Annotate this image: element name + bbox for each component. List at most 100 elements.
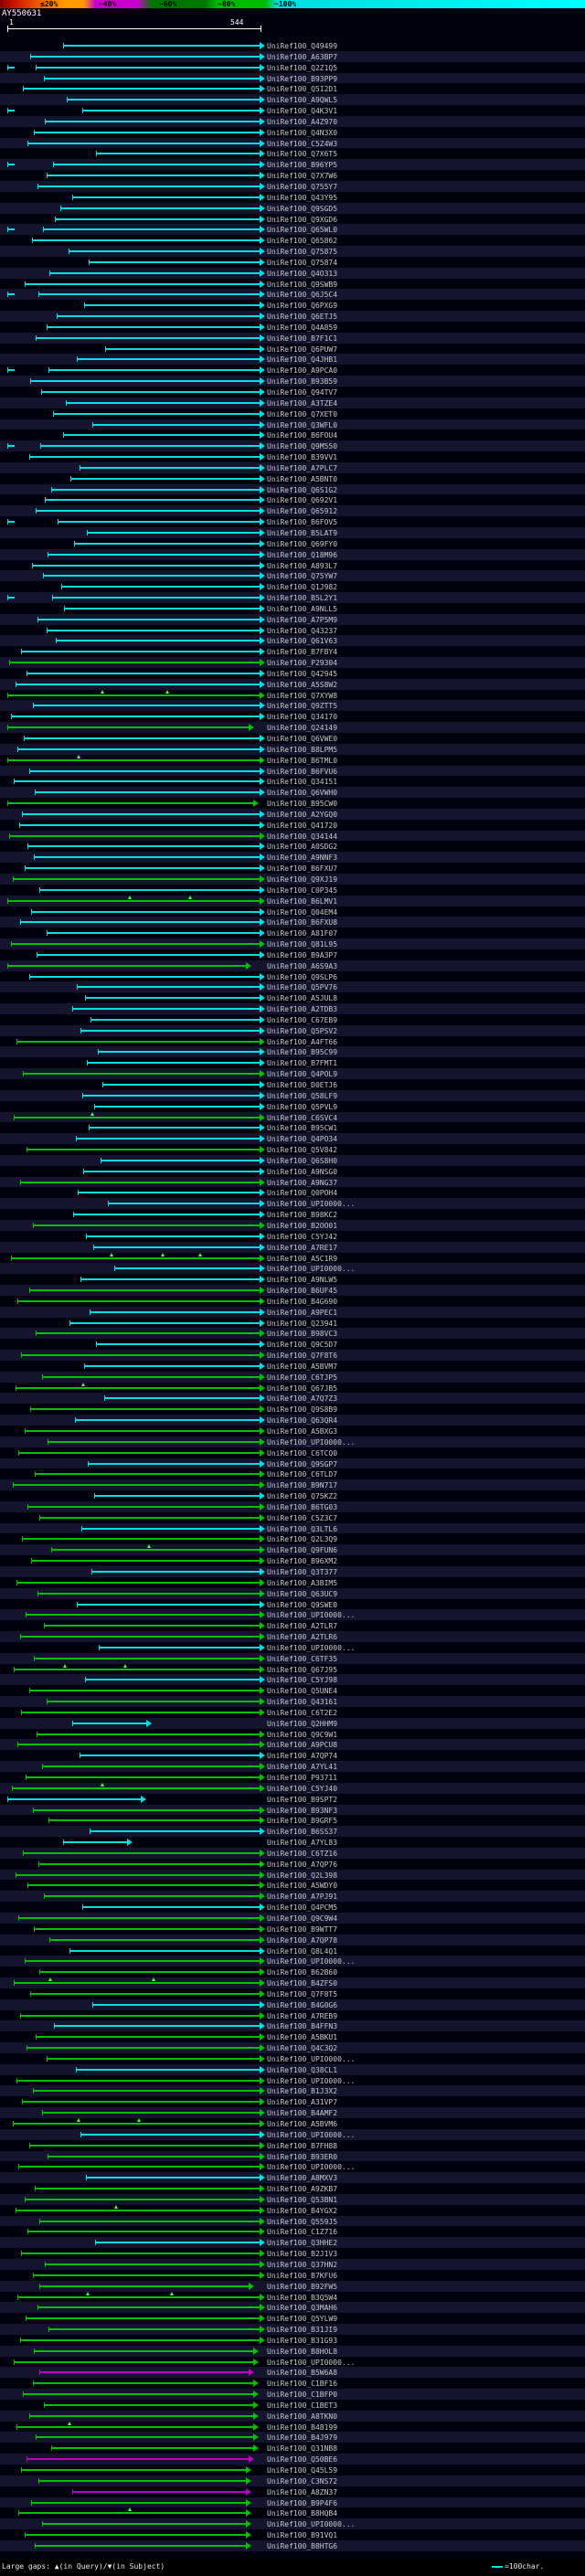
hit-bar[interactable] (86, 2177, 261, 2179)
hit-bar[interactable] (76, 2068, 261, 2071)
hit-bar[interactable] (31, 910, 261, 913)
hit-label[interactable]: UniRef100_Q9XGD6 (267, 215, 338, 224)
hit-bar[interactable] (48, 1819, 261, 1822)
hit-bar[interactable] (14, 1116, 261, 1118)
hit-label[interactable]: UniRef100_B9N717 (267, 1481, 338, 1490)
hit-bar[interactable] (37, 1733, 261, 1735)
hit-label[interactable]: UniRef100_Q6VWH0 (267, 789, 338, 798)
hit-bar[interactable] (39, 1971, 261, 1974)
hit-bar[interactable] (45, 120, 261, 122)
hit-bar[interactable] (31, 1560, 261, 1563)
hit-label[interactable]: UniRef100_B6FOU4 (267, 431, 338, 440)
hit-bar[interactable] (16, 1040, 261, 1043)
hit-label[interactable]: UniRef100_C3NS72 (267, 2476, 338, 2486)
hit-bar[interactable] (37, 618, 261, 620)
hit-bar[interactable] (44, 499, 261, 502)
hit-label[interactable]: UniRef100_B95CW0 (267, 800, 338, 809)
hit-bar[interactable] (16, 1581, 261, 1584)
hit-label[interactable]: UniRef100_Q7XET0 (267, 409, 338, 419)
hit-bar[interactable] (62, 434, 261, 437)
hit-label[interactable]: UniRef100_Q692V1 (267, 496, 338, 505)
hit-label[interactable]: UniRef100_B39VV1 (267, 453, 338, 462)
hit-bar[interactable] (19, 823, 261, 826)
hit-label[interactable]: UniRef100_B8HTG6 (267, 2541, 338, 2550)
hit-label[interactable]: UniRef100_B8HOL8 (267, 2347, 338, 2356)
hit-bar[interactable] (16, 2295, 261, 2298)
hit-label[interactable]: UniRef100_B31JI9 (267, 2326, 338, 2335)
hit-label[interactable]: UniRef100_A7PJ91 (267, 1892, 338, 1902)
hit-bar[interactable] (19, 1181, 261, 1183)
hit-label[interactable]: UniRef100_Q3T377 (267, 1567, 338, 1576)
hit-label[interactable]: UniRef100_A7QP74 (267, 1752, 338, 1761)
hit-label[interactable]: UniRef100_Q9SGP7 (267, 1459, 338, 1468)
hit-label[interactable]: UniRef100_Q2L3Q9 (267, 1535, 338, 1544)
hit-label[interactable]: UniRef100_UPI0000... (267, 2520, 356, 2529)
hit-label[interactable]: UniRef100_A9QWL5 (267, 96, 338, 105)
hit-bar[interactable] (68, 250, 261, 253)
hit-label[interactable]: UniRef100_Q9SWE0 (267, 1600, 338, 1609)
hit-label[interactable]: UniRef100_Q4O313 (267, 269, 338, 278)
hit-label[interactable]: UniRef100_A9PCU8 (267, 1741, 338, 1750)
hit-bar[interactable] (41, 1765, 261, 1768)
hit-label[interactable]: UniRef100_B6FVU6 (267, 767, 338, 776)
hit-bar[interactable] (35, 336, 261, 339)
hit-bar[interactable] (35, 2544, 248, 2547)
hit-bar[interactable] (90, 1310, 261, 1313)
hit-bar[interactable] (16, 2079, 261, 2082)
hit-bar[interactable] (79, 466, 261, 469)
hit-bar[interactable] (7, 802, 254, 805)
hit-bar[interactable] (88, 1462, 261, 1465)
hit-bar[interactable] (35, 1473, 261, 1476)
hit-bar[interactable] (16, 2425, 254, 2428)
hit-label[interactable]: UniRef100_B7KFU6 (267, 2271, 338, 2280)
hit-label[interactable]: UniRef100_Q9C9W4 (267, 1913, 338, 1923)
hit-bar[interactable] (39, 2220, 261, 2222)
hit-bar[interactable] (7, 758, 261, 761)
hit-label[interactable]: UniRef100_Q4A859 (267, 323, 338, 332)
hit-label[interactable]: UniRef100_A5JUL8 (267, 994, 338, 1003)
hit-bar[interactable] (91, 1570, 261, 1573)
hit-bar[interactable] (22, 812, 261, 815)
hit-bar[interactable] (38, 1862, 261, 1865)
hit-label[interactable]: UniRef100_D0ETJ6 (267, 1081, 338, 1089)
hit-label[interactable]: UniRef100_Q7X6T5 (267, 150, 338, 159)
hit-label[interactable]: UniRef100_Q81L95 (267, 940, 338, 949)
hit-bar[interactable] (51, 2447, 254, 2450)
hit-bar[interactable] (77, 358, 261, 361)
hit-bar[interactable] (83, 1364, 261, 1367)
hit-label[interactable]: UniRef100_B91VQ1 (267, 2531, 338, 2540)
hit-fragment[interactable] (7, 597, 15, 599)
hit-bar[interactable] (19, 1636, 261, 1638)
hit-label[interactable]: UniRef100_A7YL41 (267, 1763, 338, 1772)
hit-bar[interactable] (37, 1592, 261, 1595)
hit-bar[interactable] (27, 1884, 261, 1887)
hit-label[interactable]: UniRef100_Q63QR4 (267, 1416, 338, 1426)
hit-label[interactable]: UniRef100_B98KC2 (267, 1211, 338, 1220)
hit-label[interactable]: UniRef100_Q7F8T6 (267, 1352, 338, 1361)
hit-label[interactable]: UniRef100_UPI0000... (267, 1957, 356, 1966)
hit-bar[interactable] (62, 1841, 129, 1844)
hit-bar[interactable] (14, 780, 261, 783)
hit-label[interactable]: UniRef100_C67EB9 (267, 1015, 338, 1024)
hit-bar[interactable] (39, 2284, 250, 2287)
hit-bar[interactable] (8, 834, 261, 837)
hit-label[interactable]: UniRef100_A31VP7 (267, 2098, 338, 2107)
hit-label[interactable]: UniRef100_Q18M96 (267, 550, 338, 559)
hit-label[interactable]: UniRef100_C6SVC4 (267, 1113, 338, 1122)
hit-label[interactable]: UniRef100_B7FBY4 (267, 648, 338, 657)
hit-label[interactable]: UniRef100_Q2Z1Q5 (267, 63, 338, 72)
hit-bar[interactable] (71, 1722, 147, 1724)
hit-bar[interactable] (72, 1008, 261, 1011)
hit-label[interactable]: UniRef100_Q43161 (267, 1698, 338, 1707)
hit-label[interactable]: UniRef100_B95CW1 (267, 1124, 338, 1133)
hit-bar[interactable] (28, 975, 261, 978)
hit-bar[interactable] (39, 888, 261, 891)
hit-label[interactable]: UniRef100_UPI0000... (267, 1200, 356, 1209)
hit-bar[interactable] (32, 239, 261, 242)
hit-bar[interactable] (12, 877, 261, 880)
hit-bar[interactable] (41, 2523, 248, 2526)
hit-bar[interactable] (24, 2198, 261, 2200)
hit-label[interactable]: UniRef100_Q9SWB9 (267, 280, 338, 289)
hit-bar[interactable] (29, 769, 261, 772)
hit-label[interactable]: UniRef100_A2TLR7 (267, 1622, 338, 1631)
